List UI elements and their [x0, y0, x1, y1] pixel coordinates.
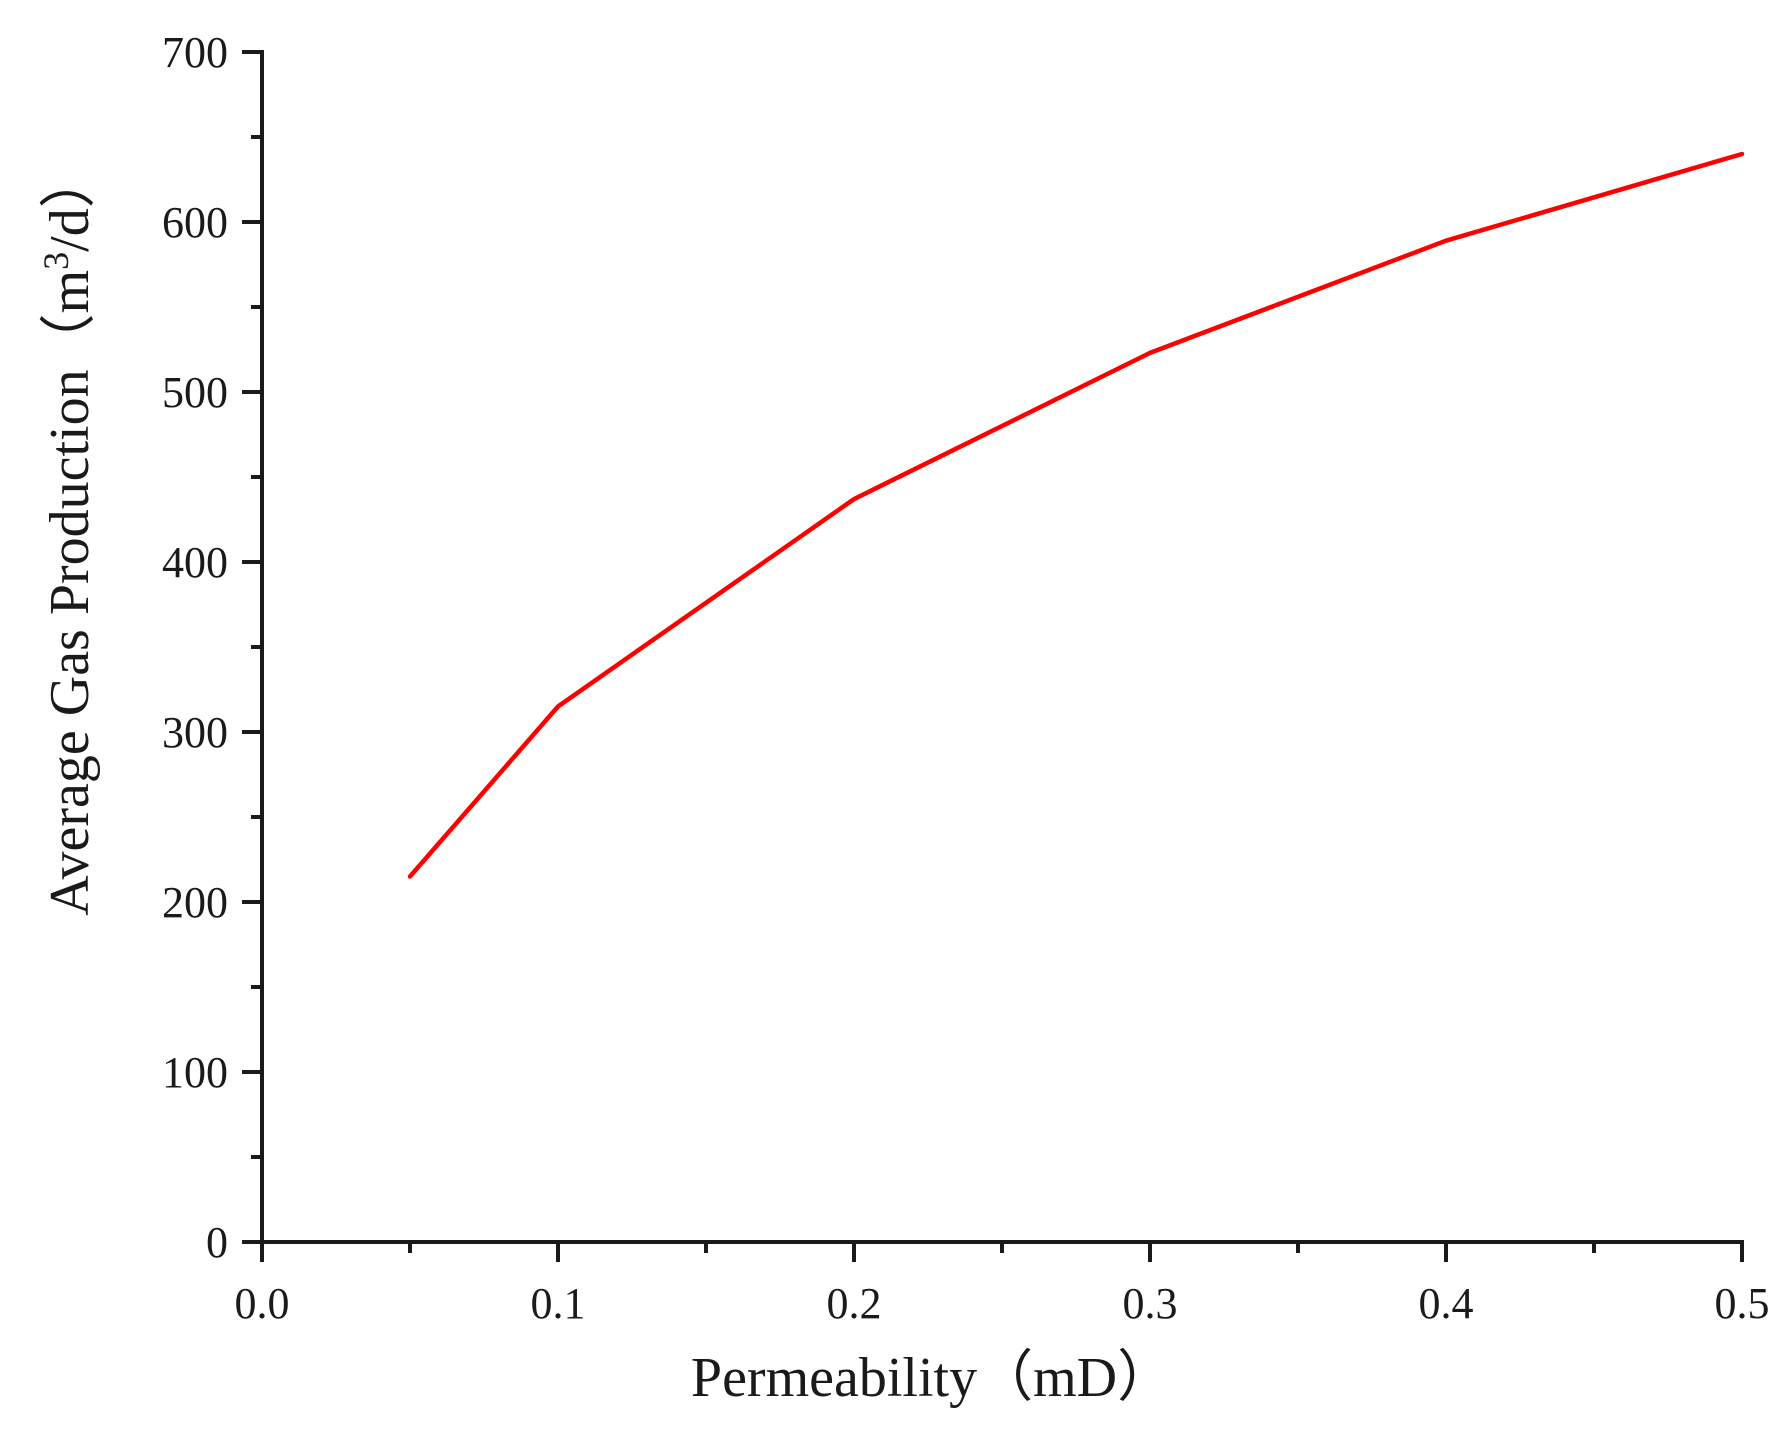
x-tick-labels: 0.0 0.1 0.2 0.3 0.4 0.5	[235, 1279, 1770, 1328]
x-tick-label: 0.2	[827, 1279, 882, 1328]
y-tick-label: 600	[162, 198, 228, 247]
x-tick-label: 0.4	[1419, 1279, 1474, 1328]
series-group	[407, 151, 1745, 879]
x-tick-label: 0.5	[1715, 1279, 1770, 1328]
y-tick-label: 0	[206, 1218, 228, 1267]
y-tick-label: 400	[162, 538, 228, 587]
axis-ticks	[242, 50, 1744, 1262]
y-tick-label: 300	[162, 708, 228, 757]
x-tick-label: 0.0	[235, 1279, 290, 1328]
y-axis-title-prefix: Average Gas Production（m	[39, 270, 101, 916]
series-line	[407, 151, 1745, 879]
x-tick-label: 0.3	[1123, 1279, 1178, 1328]
y-axis-title-superscript: 3	[36, 252, 76, 270]
y-tick-labels: 0 100 200 300 400 500 600 700	[162, 28, 228, 1267]
y-axis-title: Average Gas Production（m3/d）	[36, 152, 101, 915]
x-axis-title: Permeability（mD）	[691, 1347, 1173, 1409]
y-axis-title-suffix: /d）	[39, 152, 101, 252]
y-tick-label: 200	[162, 878, 228, 927]
y-tick-label: 500	[162, 368, 228, 417]
y-tick-label: 700	[162, 28, 228, 77]
x-tick-label: 0.1	[531, 1279, 586, 1328]
y-tick-label: 100	[162, 1048, 228, 1097]
